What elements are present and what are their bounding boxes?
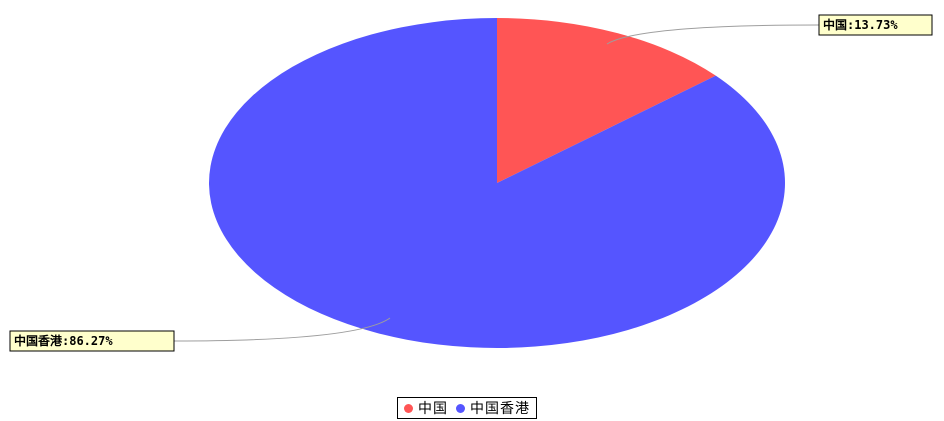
legend-swatch-hong-kong <box>456 403 465 413</box>
pie-slice-china[interactable] <box>497 18 716 183</box>
slice-label-hong-kong: 中国香港:86.27% <box>14 333 113 348</box>
leader-line-china <box>606 24 820 45</box>
slice-label-hong-kong-box <box>9 330 175 352</box>
legend-item-hong-kong[interactable]: 中国香港 <box>456 398 530 418</box>
leader-line-hong-kong <box>173 317 391 342</box>
legend-swatch-china <box>404 403 413 413</box>
slice-label-china: 中国:13.73% <box>823 17 898 32</box>
legend-label-china: 中国 <box>418 401 448 417</box>
slice-label-china-box <box>818 14 933 36</box>
pie-slice-hong-kong[interactable] <box>209 18 786 348</box>
legend-item-china[interactable]: 中国 <box>404 398 448 418</box>
legend-label-hong-kong: 中国香港 <box>470 401 530 417</box>
chart-legend: 中国 中国香港 <box>397 397 537 419</box>
